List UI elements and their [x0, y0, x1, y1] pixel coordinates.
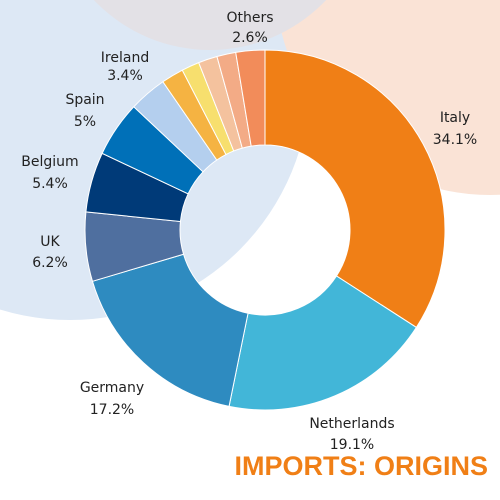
donut-slice	[264, 49, 446, 329]
background-circle	[275, 0, 500, 195]
background-circle	[93, 0, 327, 50]
donut-slice	[91, 253, 249, 407]
slice-label: Ireland	[101, 50, 149, 66]
labels: Italy 34.1% Netherlands 19.1% Germany 17.2% UK…	[21, 10, 477, 453]
value-label: 6.2%	[32, 255, 68, 271]
slice-label: Belgium	[21, 154, 78, 170]
donut-slice	[228, 275, 418, 411]
slice-label: Germany	[80, 380, 144, 396]
value-label: 34.1%	[433, 132, 477, 148]
slice-label: Netherlands	[309, 416, 394, 432]
slice-label: Others	[226, 10, 273, 26]
chart-title: IMPORTS: ORIGINS	[234, 451, 488, 481]
value-label: 5%	[74, 114, 96, 130]
value-label: 5.4%	[32, 176, 68, 192]
value-label: 2.6%	[232, 30, 268, 46]
value-label: 17.2%	[90, 402, 134, 418]
value-label: 19.1%	[330, 437, 374, 453]
slice-label: Spain	[65, 92, 104, 108]
value-label: 3.4%	[107, 68, 143, 84]
donut	[84, 49, 446, 411]
slice-label: UK	[40, 234, 60, 250]
slice-label: Italy	[440, 110, 470, 126]
donut-slice	[235, 49, 266, 147]
